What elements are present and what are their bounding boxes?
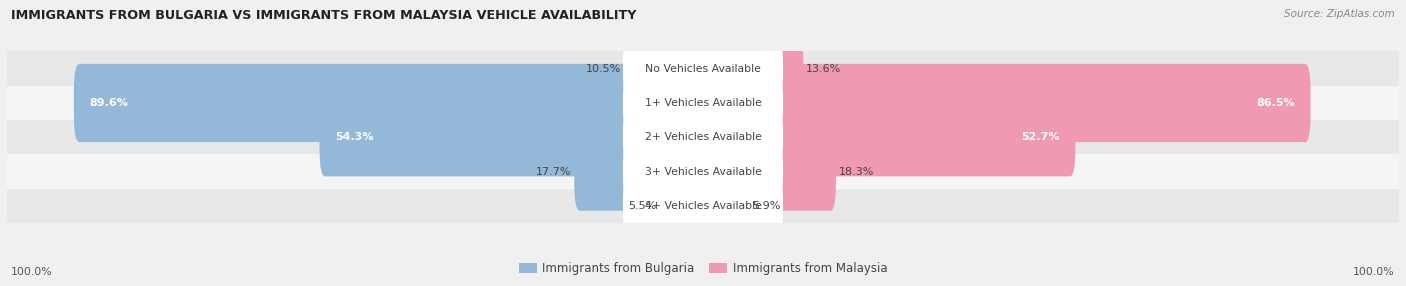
Text: IMMIGRANTS FROM BULGARIA VS IMMIGRANTS FROM MALAYSIA VEHICLE AVAILABILITY: IMMIGRANTS FROM BULGARIA VS IMMIGRANTS F… [11, 9, 637, 21]
FancyBboxPatch shape [697, 64, 1310, 142]
FancyBboxPatch shape [75, 64, 709, 142]
Text: 52.7%: 52.7% [1021, 132, 1059, 142]
Text: 18.3%: 18.3% [839, 167, 875, 176]
Text: No Vehicles Available: No Vehicles Available [645, 64, 761, 74]
Text: 86.5%: 86.5% [1256, 98, 1295, 108]
Bar [7, 86, 1399, 120]
Bar [7, 51, 1399, 86]
Text: Source: ZipAtlas.com: Source: ZipAtlas.com [1284, 9, 1395, 19]
Text: 17.7%: 17.7% [536, 167, 571, 176]
Bar [7, 154, 1399, 189]
Text: 5.9%: 5.9% [752, 201, 780, 211]
FancyBboxPatch shape [623, 79, 783, 127]
Legend: Immigrants from Bulgaria, Immigrants from Malaysia: Immigrants from Bulgaria, Immigrants fro… [515, 258, 891, 280]
FancyBboxPatch shape [659, 167, 709, 245]
FancyBboxPatch shape [697, 167, 749, 245]
Text: 100.0%: 100.0% [1353, 267, 1395, 277]
FancyBboxPatch shape [697, 29, 803, 108]
FancyBboxPatch shape [574, 132, 709, 211]
Text: 5.5%: 5.5% [628, 201, 657, 211]
FancyBboxPatch shape [697, 132, 837, 211]
Bar [7, 120, 1399, 154]
FancyBboxPatch shape [623, 182, 783, 230]
FancyBboxPatch shape [623, 45, 783, 92]
Text: 1+ Vehicles Available: 1+ Vehicles Available [644, 98, 762, 108]
Text: 100.0%: 100.0% [11, 267, 53, 277]
FancyBboxPatch shape [623, 148, 783, 195]
Text: 13.6%: 13.6% [806, 64, 841, 74]
Text: 54.3%: 54.3% [336, 132, 374, 142]
Text: 89.6%: 89.6% [90, 98, 129, 108]
Text: 3+ Vehicles Available: 3+ Vehicles Available [644, 167, 762, 176]
FancyBboxPatch shape [319, 98, 709, 176]
Text: 4+ Vehicles Available: 4+ Vehicles Available [644, 201, 762, 211]
FancyBboxPatch shape [623, 114, 783, 161]
Bar [7, 189, 1399, 223]
Text: 2+ Vehicles Available: 2+ Vehicles Available [644, 132, 762, 142]
FancyBboxPatch shape [697, 98, 1076, 176]
FancyBboxPatch shape [624, 29, 709, 108]
Text: 10.5%: 10.5% [586, 64, 621, 74]
